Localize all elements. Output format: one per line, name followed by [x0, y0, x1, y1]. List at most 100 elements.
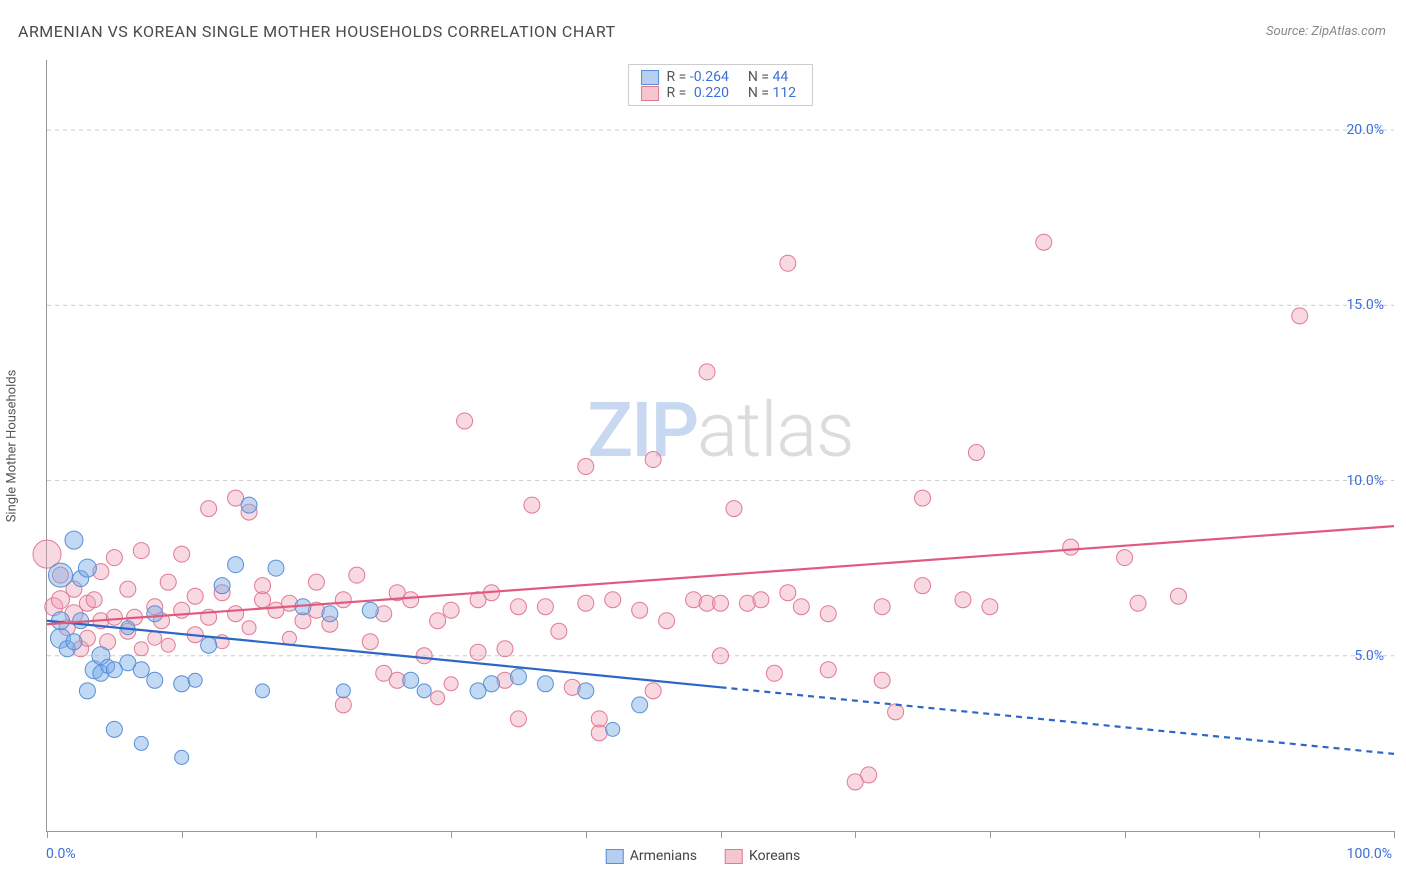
- scatter-point-armenians: [606, 722, 620, 736]
- scatter-point-koreans: [106, 550, 122, 566]
- scatter-point-koreans: [645, 452, 661, 468]
- scatter-point-armenians: [106, 721, 122, 737]
- scatter-point-koreans: [228, 606, 244, 622]
- scatter-point-koreans: [1117, 550, 1133, 566]
- scatter-point-armenians: [322, 606, 338, 622]
- scatter-point-armenians: [65, 531, 83, 549]
- scatter-point-koreans: [780, 585, 796, 601]
- scatter-point-koreans: [1130, 595, 1146, 611]
- scatter-point-koreans: [820, 606, 836, 622]
- scatter-point-koreans: [133, 543, 149, 559]
- scatter-point-koreans: [820, 662, 836, 678]
- scatter-point-koreans: [510, 711, 526, 727]
- scatter-point-armenians: [336, 684, 350, 698]
- scatter-point-armenians: [79, 683, 95, 699]
- scatter-point-koreans: [578, 595, 594, 611]
- x-min-label: 0.0%: [46, 846, 76, 862]
- scatter-point-koreans: [187, 588, 203, 604]
- scatter-point-armenians: [133, 662, 149, 678]
- legend-item-koreans: Koreans: [725, 848, 800, 864]
- scatter-point-koreans: [1292, 308, 1308, 324]
- scatter-point-koreans: [497, 641, 513, 657]
- scatter-point-koreans: [160, 574, 176, 590]
- swatch-koreans-bottom: [725, 849, 743, 864]
- scatter-point-koreans: [106, 609, 122, 625]
- legend-item-armenians: Armenians: [606, 848, 697, 864]
- scatter-point-koreans: [308, 574, 324, 590]
- scatter-point-armenians: [241, 497, 257, 513]
- scatter-point-koreans: [605, 592, 621, 608]
- y-tick-label: 10.0%: [1346, 473, 1384, 489]
- scatter-point-koreans: [201, 501, 217, 517]
- scatter-point-armenians: [484, 676, 500, 692]
- scatter-point-koreans: [1063, 539, 1079, 555]
- x-tick: [721, 831, 722, 838]
- scatter-point-koreans: [362, 634, 378, 650]
- chart-plot-area: ZIPatlas R = -0.264 N = 44 R = 0.220 N =…: [46, 60, 1394, 832]
- scatter-point-armenians: [214, 578, 230, 594]
- swatch-armenians-bottom: [606, 849, 624, 864]
- scatter-point-armenians: [228, 557, 244, 573]
- scatter-point-armenians: [175, 750, 189, 764]
- scatter-point-koreans: [335, 697, 351, 713]
- scatter-point-koreans: [403, 592, 419, 608]
- scatter-point-koreans: [255, 578, 271, 594]
- scatter-point-koreans: [174, 546, 190, 562]
- trend-line: [721, 687, 1395, 754]
- x-max-label: 100.0%: [1347, 846, 1392, 862]
- scatter-point-armenians: [632, 697, 648, 713]
- x-tick: [1125, 831, 1126, 838]
- y-tick-label: 15.0%: [1346, 297, 1384, 313]
- scatter-point-armenians: [78, 559, 96, 577]
- scatter-point-koreans: [1170, 588, 1186, 604]
- scatter-point-armenians: [403, 672, 419, 688]
- scatter-point-koreans: [982, 599, 998, 615]
- scatter-point-koreans: [537, 599, 553, 615]
- scatter-point-koreans: [430, 613, 446, 629]
- source-attribution: Source: ZipAtlas.com: [1266, 24, 1386, 39]
- legend-label-koreans: Koreans: [749, 848, 800, 864]
- scatter-point-koreans: [726, 501, 742, 517]
- scatter-point-koreans: [578, 459, 594, 475]
- scatter-point-armenians: [537, 676, 553, 692]
- x-tick: [451, 831, 452, 838]
- y-axis-label: Single Mother Households: [5, 370, 20, 523]
- scatter-point-koreans: [632, 602, 648, 618]
- scatter-point-koreans: [444, 677, 458, 691]
- scatter-point-koreans: [443, 602, 459, 618]
- scatter-point-koreans: [766, 665, 782, 681]
- scatter-point-armenians: [256, 684, 270, 698]
- scatter-point-koreans: [591, 711, 607, 727]
- x-tick: [182, 831, 183, 838]
- scatter-point-koreans: [161, 638, 175, 652]
- scatter-point-koreans: [955, 592, 971, 608]
- scatter-point-koreans: [968, 445, 984, 461]
- y-tick-label: 5.0%: [1354, 648, 1384, 664]
- scatter-point-koreans: [645, 683, 661, 699]
- scatter-point-koreans: [148, 631, 162, 645]
- x-tick: [1259, 831, 1260, 838]
- scatter-point-koreans: [335, 592, 351, 608]
- scatter-point-armenians: [201, 637, 217, 653]
- scatter-point-armenians: [510, 669, 526, 685]
- scatter-point-armenians: [134, 736, 148, 750]
- x-tick: [990, 831, 991, 838]
- scatter-point-armenians: [66, 634, 82, 650]
- scatter-point-koreans: [874, 599, 890, 615]
- scatter-point-armenians: [147, 606, 163, 622]
- scatter-point-koreans: [349, 567, 365, 583]
- scatter-point-koreans: [753, 592, 769, 608]
- scatter-point-koreans: [524, 497, 540, 513]
- scatter-point-armenians: [362, 602, 378, 618]
- scatter-point-koreans: [134, 642, 148, 656]
- scatter-point-koreans: [659, 613, 675, 629]
- scatter-point-koreans: [915, 578, 931, 594]
- scatter-point-armenians: [147, 672, 163, 688]
- x-tick: [316, 831, 317, 838]
- scatter-point-koreans: [915, 490, 931, 506]
- scatter-point-koreans: [470, 644, 486, 660]
- scatter-point-koreans: [713, 595, 729, 611]
- scatter-point-koreans: [431, 691, 445, 705]
- scatter-point-koreans: [713, 648, 729, 664]
- scatter-point-koreans: [86, 592, 102, 608]
